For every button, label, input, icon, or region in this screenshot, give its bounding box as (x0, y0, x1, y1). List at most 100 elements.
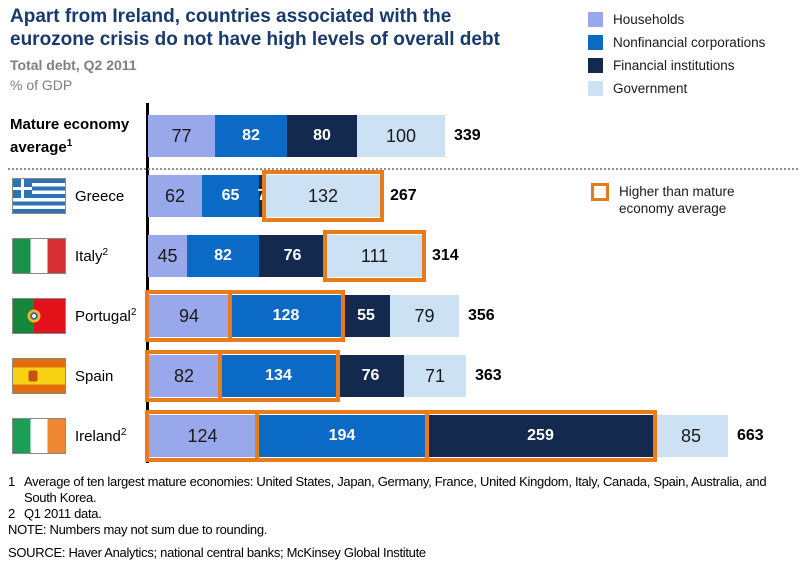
bar-segment-households: 77 (148, 115, 215, 157)
bar-segment-government: 100 (357, 115, 445, 157)
bar-segment-government: 132 (265, 175, 381, 217)
footnote-marker: 2 (102, 247, 109, 258)
bar-segment-nonfinancial-corporations: 194 (257, 415, 427, 457)
highlight-divider (218, 350, 222, 402)
chart-row: Italy2 45 82 76 111 314 (0, 226, 804, 286)
bar-segment-households: 62 (148, 175, 202, 217)
legend-item-nonfinancial-corporations: Nonfinancial corporations (588, 31, 765, 54)
footnote-1-marker: 1 (8, 474, 15, 489)
bar-segment-nonfinancial-corporations: 65 (202, 175, 259, 217)
highlight-legend: Higher than mature economy average (591, 183, 751, 217)
axis-line (146, 103, 149, 463)
chart-row: Portugal2 94 128 55 79 356 (0, 286, 804, 346)
legend: Households Nonfinancial corporations Finan… (588, 8, 765, 100)
bar-segment-households: 82 (148, 355, 220, 397)
row-label-cell: Ireland2 (0, 418, 148, 454)
row-label-cell: Portugal2 (0, 298, 148, 334)
highlight-group: 132 (262, 170, 384, 222)
stacked-bar: 62 65 7 132 267 (148, 170, 417, 222)
bar-segment-financial-institutions: 80 (287, 115, 357, 157)
chart-subtitle: Total debt, Q2 2011 (10, 57, 137, 73)
footnote-1: 1 Average of ten largest mature economies… (8, 474, 800, 506)
bar-segment-nonfinancial-corporations: 82 (187, 235, 259, 277)
highlight-legend-label: Higher than mature economy average (619, 184, 735, 216)
row-label: Spain (75, 367, 114, 385)
note-text: NOTE: Numbers may not sum due to roundin… (8, 522, 268, 537)
flag-portugal-icon (12, 298, 66, 334)
flag-greece-icon (12, 178, 66, 214)
total-label: 339 (454, 127, 481, 144)
flag-ireland-icon (12, 418, 66, 454)
title-line-2: eurozone crisis do not have high levels … (10, 29, 500, 50)
highlight-group: 124 194 259 (145, 410, 657, 462)
bar-segment-households: 45 (148, 235, 187, 277)
row-label: Portugal2 (75, 307, 137, 325)
footnote-2: 2 Q1 2011 data. (8, 506, 800, 522)
spain-emblem-icon (28, 370, 38, 382)
bar-segment-government: 79 (390, 295, 459, 337)
flag-spain-icon (12, 358, 66, 394)
total-label: 663 (737, 427, 764, 444)
total-label: 267 (390, 187, 417, 204)
highlight-group: 111 (323, 230, 426, 282)
stacked-bar: 94 128 55 79 356 (145, 290, 495, 342)
row-label-cell: Greece (0, 178, 148, 214)
footnote-1-text: Average of ten largest mature economies:… (24, 474, 767, 505)
page-title: Apart from Ireland, countries associated… (10, 5, 585, 51)
stacked-bar: 45 82 76 111 314 (148, 230, 459, 282)
legend-label: Government (613, 81, 688, 96)
chart-row: Ireland2 124 194 259 85 663 (0, 406, 804, 466)
stacked-bar: 124 194 259 85 663 (145, 410, 764, 462)
legend-label: Financial institutions (613, 58, 735, 73)
chart-rows: Mature economy average1 77 82 80 100 339 Greec… (0, 106, 804, 466)
title-line-1: Apart from Ireland, countries associated… (10, 6, 452, 27)
legend-label: Households (613, 12, 685, 27)
stacked-bar: 77 82 80 100 339 (148, 115, 481, 157)
unit-label: % of GDP (10, 77, 73, 93)
government-swatch-icon (588, 81, 603, 96)
nonfinancial-corporations-swatch-icon (588, 35, 603, 50)
total-label: 363 (475, 367, 502, 384)
bar-segment-government: 85 (654, 415, 728, 457)
row-label: Italy2 (75, 247, 109, 265)
highlight-legend-box (591, 183, 609, 201)
legend-item-financial-institutions: Financial institutions (588, 54, 765, 77)
bar-segment-financial-institutions: 76 (259, 235, 326, 277)
legend-label: Nonfinancial corporations (613, 35, 766, 50)
footnote-2-text: Q1 2011 data. (24, 506, 102, 521)
bar-segment-nonfinancial-corporations: 82 (215, 115, 287, 157)
row-label-cell: Spain (0, 358, 148, 394)
dotted-separator-line (8, 168, 798, 170)
footnote-marker: 1 (66, 138, 73, 149)
highlight-group: 82 134 (145, 350, 340, 402)
flag-italy-icon (12, 238, 66, 274)
row-label: Mature economy average1 (10, 116, 130, 156)
chart-row: Spain 82 134 76 71 363 (0, 346, 804, 406)
highlight-group: 94 128 (145, 290, 345, 342)
bar-segment-financial-institutions: 76 (337, 355, 404, 397)
greek-cross-bar (20, 179, 25, 198)
footnote-marker: 2 (130, 307, 137, 318)
portugal-emblem-icon (27, 309, 41, 323)
row-label-cell: Italy2 (0, 238, 148, 274)
financial-institutions-swatch-icon (588, 58, 603, 73)
stacked-bar: 82 134 76 71 363 (145, 350, 502, 402)
bar-segment-financial-institutions: 55 (342, 295, 390, 337)
total-label: 314 (432, 247, 459, 264)
highlight-divider (425, 410, 429, 462)
legend-item-households: Households (588, 8, 765, 31)
greek-cross-canton (13, 179, 32, 198)
footnote-marker: 2 (120, 427, 127, 438)
bar-segment-households: 94 (148, 295, 230, 337)
total-label: 356 (468, 307, 495, 324)
footnotes: 1 Average of ten largest mature economies… (8, 474, 800, 561)
legend-item-government: Government (588, 77, 765, 100)
highlight-divider (255, 410, 259, 462)
bar-segment-financial-institutions: 259 (427, 415, 654, 457)
chart-row: Mature economy average1 77 82 80 100 339 (0, 106, 804, 166)
bar-segment-government: 71 (404, 355, 466, 397)
footnote-2-marker: 2 (8, 506, 15, 521)
row-label: Greece (75, 187, 125, 205)
households-swatch-icon (588, 12, 603, 27)
